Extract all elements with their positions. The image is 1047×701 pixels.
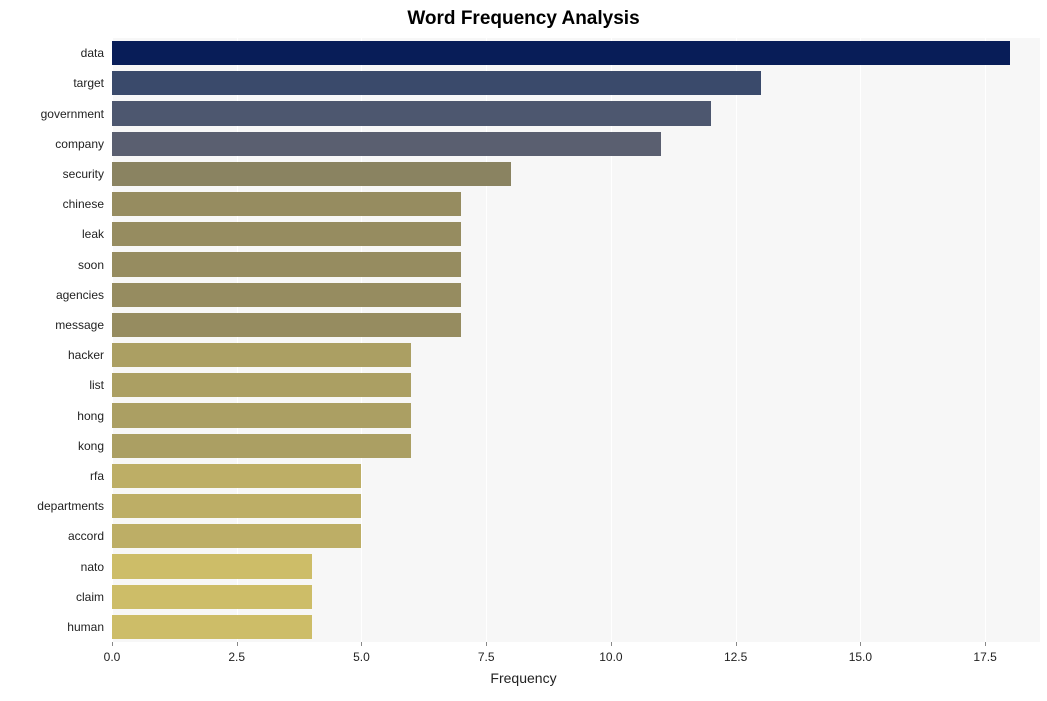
bar-claim bbox=[112, 585, 312, 609]
gridline bbox=[112, 38, 113, 642]
bar-data bbox=[112, 41, 1010, 65]
x-tick-mark bbox=[860, 642, 861, 646]
bar-row bbox=[112, 71, 1040, 95]
gridline bbox=[860, 38, 861, 642]
bar-row bbox=[112, 494, 1040, 518]
y-tick-label: human bbox=[67, 620, 104, 634]
y-tick-label: kong bbox=[78, 439, 104, 453]
bar-chinese bbox=[112, 192, 461, 216]
bar-row bbox=[112, 524, 1040, 548]
bar-rfa bbox=[112, 464, 361, 488]
y-tick-label: chinese bbox=[63, 197, 104, 211]
bar-company bbox=[112, 132, 661, 156]
y-tick-label: company bbox=[55, 137, 104, 151]
bar-row bbox=[112, 373, 1040, 397]
y-tick-label: claim bbox=[76, 590, 104, 604]
x-tick-mark bbox=[611, 642, 612, 646]
x-tick-label: 15.0 bbox=[849, 650, 872, 664]
bar-target bbox=[112, 71, 761, 95]
gridline bbox=[486, 38, 487, 642]
y-tick-label: target bbox=[73, 76, 104, 90]
bar-row bbox=[112, 162, 1040, 186]
bar-human bbox=[112, 615, 312, 639]
bar-row bbox=[112, 434, 1040, 458]
bar-soon bbox=[112, 252, 461, 276]
x-tick-mark bbox=[361, 642, 362, 646]
y-tick-label: hong bbox=[77, 409, 104, 423]
gridline bbox=[361, 38, 362, 642]
bar-row bbox=[112, 554, 1040, 578]
bar-agencies bbox=[112, 283, 461, 307]
y-tick-label: message bbox=[55, 318, 104, 332]
chart-title: Word Frequency Analysis bbox=[0, 8, 1047, 30]
x-tick-label: 12.5 bbox=[724, 650, 747, 664]
x-tick-mark bbox=[736, 642, 737, 646]
bar-message bbox=[112, 313, 461, 337]
bar-kong bbox=[112, 434, 411, 458]
bar-row bbox=[112, 41, 1040, 65]
x-tick-mark bbox=[112, 642, 113, 646]
x-tick-label: 17.5 bbox=[973, 650, 996, 664]
y-tick-label: government bbox=[41, 107, 104, 121]
bar-row bbox=[112, 101, 1040, 125]
y-tick-label: nato bbox=[81, 560, 104, 574]
y-tick-label: leak bbox=[82, 227, 104, 241]
x-tick-label: 0.0 bbox=[104, 650, 121, 664]
x-tick-mark bbox=[985, 642, 986, 646]
bar-row bbox=[112, 222, 1040, 246]
word-frequency-chart: Word Frequency Analysis Frequency 0.0 2.5… bbox=[0, 0, 1047, 701]
y-tick-label: soon bbox=[78, 258, 104, 272]
bar-accord bbox=[112, 524, 361, 548]
bar-departments bbox=[112, 494, 361, 518]
bar-row bbox=[112, 464, 1040, 488]
bar-nato bbox=[112, 554, 312, 578]
y-tick-label: rfa bbox=[90, 469, 104, 483]
bar-row bbox=[112, 403, 1040, 427]
x-tick-label: 2.5 bbox=[228, 650, 245, 664]
y-tick-label: hacker bbox=[68, 348, 104, 362]
bar-row bbox=[112, 252, 1040, 276]
bar-security bbox=[112, 162, 511, 186]
x-axis-label: Frequency bbox=[0, 670, 1047, 686]
bar-government bbox=[112, 101, 711, 125]
plot-area bbox=[112, 38, 1040, 642]
y-tick-label: departments bbox=[37, 499, 104, 513]
x-tick-label: 7.5 bbox=[478, 650, 495, 664]
bar-list bbox=[112, 373, 411, 397]
bar-row bbox=[112, 313, 1040, 337]
bar-row bbox=[112, 615, 1040, 639]
y-tick-label: security bbox=[63, 167, 104, 181]
x-tick-mark bbox=[237, 642, 238, 646]
bar-row bbox=[112, 343, 1040, 367]
x-tick-label: 10.0 bbox=[599, 650, 622, 664]
bar-hacker bbox=[112, 343, 411, 367]
bar-leak bbox=[112, 222, 461, 246]
gridline bbox=[985, 38, 986, 642]
gridline bbox=[611, 38, 612, 642]
bar-row bbox=[112, 132, 1040, 156]
gridline bbox=[237, 38, 238, 642]
gridline bbox=[736, 38, 737, 642]
bar-row bbox=[112, 192, 1040, 216]
x-tick-mark bbox=[486, 642, 487, 646]
bar-row bbox=[112, 585, 1040, 609]
bar-row bbox=[112, 283, 1040, 307]
y-tick-label: data bbox=[81, 46, 104, 60]
y-tick-label: agencies bbox=[56, 288, 104, 302]
bar-hong bbox=[112, 403, 411, 427]
y-tick-label: accord bbox=[68, 529, 104, 543]
y-tick-label: list bbox=[89, 378, 104, 392]
x-tick-label: 5.0 bbox=[353, 650, 370, 664]
